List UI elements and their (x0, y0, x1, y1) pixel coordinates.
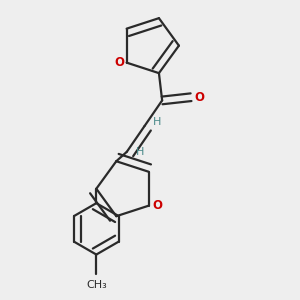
Text: H: H (136, 147, 145, 158)
Text: H: H (153, 117, 161, 127)
Text: CH₃: CH₃ (86, 280, 107, 290)
Text: O: O (153, 199, 163, 212)
Text: O: O (115, 56, 124, 69)
Text: O: O (194, 91, 204, 104)
